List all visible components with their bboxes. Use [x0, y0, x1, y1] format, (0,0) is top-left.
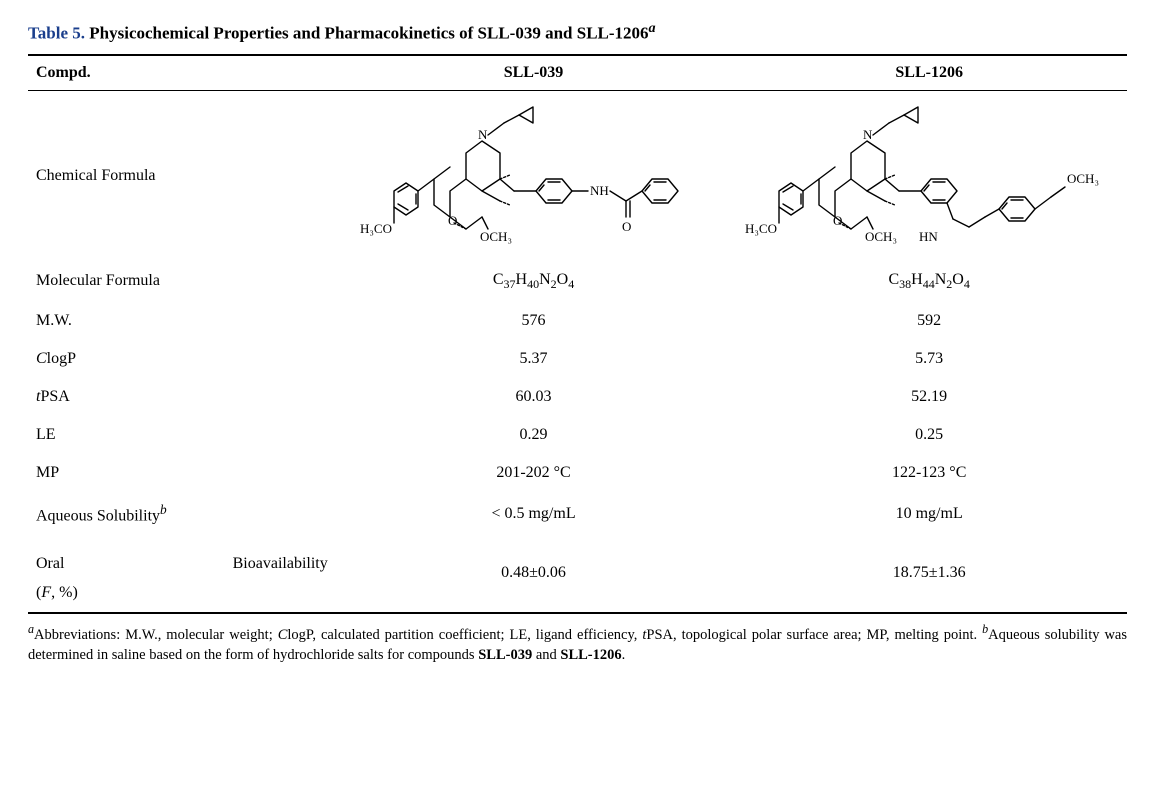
svg-text:O: O	[833, 213, 842, 228]
svg-text:N: N	[478, 127, 488, 142]
row-tpsa: tPSA 60.03 52.19	[28, 378, 1127, 416]
table-title-text: Physicochemical Properties and Pharmacok…	[85, 24, 649, 43]
table-footnote: aAbbreviations: M.W., molecular weight; …	[28, 622, 1127, 666]
row-chemical-formula: Chemical Formula N	[28, 90, 1127, 261]
svg-text:HN: HN	[919, 229, 938, 244]
label-le: LE	[28, 416, 336, 454]
val-oral-sll039: 0.48±0.06	[336, 535, 732, 612]
label-oral: Oral Bioavailability (F, %)	[28, 535, 336, 612]
val-clogp-sll039: 5.37	[336, 340, 732, 378]
properties-table: Compd. SLL-039 SLL-1206 Chemical Formula…	[28, 54, 1127, 614]
val-le-sll039: 0.29	[336, 416, 732, 454]
label-mw: M.W.	[28, 302, 336, 340]
label-chemical-formula: Chemical Formula	[28, 90, 336, 261]
svg-text:NH: NH	[590, 183, 609, 198]
label-molecular-formula: Molecular Formula	[28, 261, 336, 302]
svg-text:OCH₃: OCH₃	[1067, 171, 1099, 186]
val-mp-sll039: 201-202 °C	[336, 454, 732, 492]
chemical-structure-icon: N O	[354, 101, 714, 251]
table-caption: Table 5. Physicochemical Properties and …	[28, 20, 1127, 44]
row-le: LE 0.29 0.25	[28, 416, 1127, 454]
row-aqsol: Aqueous Solubilityb < 0.5 mg/mL 10 mg/mL	[28, 492, 1127, 535]
label-mp: MP	[28, 454, 336, 492]
label-oral-left: Oral	[36, 545, 64, 583]
table-number: Table 5.	[28, 24, 85, 43]
row-molecular-formula: Molecular Formula C37H40N2O4 C38H44N2O4	[28, 261, 1127, 302]
svg-text:H₃CO: H₃CO	[745, 221, 777, 236]
label-aqsol: Aqueous Solubilityb	[28, 492, 336, 535]
struct-sll1206: N O H₃C	[731, 90, 1127, 261]
val-mp-sll1206: 122-123 °C	[731, 454, 1127, 492]
svg-text:N: N	[863, 127, 873, 142]
svg-text:OCH₃: OCH₃	[480, 229, 512, 244]
table-header-row: Compd. SLL-039 SLL-1206	[28, 55, 1127, 91]
val-mw-sll1206: 592	[731, 302, 1127, 340]
col-compound: Compd.	[28, 55, 336, 91]
val-clogp-sll1206: 5.73	[731, 340, 1127, 378]
svg-text:H₃CO: H₃CO	[360, 221, 392, 236]
label-clogp: ClogP	[28, 340, 336, 378]
col-sll039: SLL-039	[336, 55, 732, 91]
val-le-sll1206: 0.25	[731, 416, 1127, 454]
row-oral: Oral Bioavailability (F, %) 0.48±0.06 18…	[28, 535, 1127, 612]
row-clogp: ClogP 5.37 5.73	[28, 340, 1127, 378]
val-molformula-sll039: C37H40N2O4	[336, 261, 732, 302]
val-tpsa-sll1206: 52.19	[731, 378, 1127, 416]
chemical-structure-icon: N O H₃C	[739, 101, 1119, 251]
val-tpsa-sll039: 60.03	[336, 378, 732, 416]
svg-text:OCH₃: OCH₃	[865, 229, 897, 244]
label-tpsa: tPSA	[28, 378, 336, 416]
val-mw-sll039: 576	[336, 302, 732, 340]
footnote-a: aAbbreviations: M.W., molecular weight; …	[28, 627, 982, 643]
table-title-superscript: a	[649, 20, 656, 36]
val-aqsol-sll039: < 0.5 mg/mL	[336, 492, 732, 535]
row-mp: MP 201-202 °C 122-123 °C	[28, 454, 1127, 492]
svg-text:O: O	[622, 219, 631, 234]
label-oral-right: Bioavailability	[233, 545, 328, 583]
val-molformula-sll1206: C38H44N2O4	[731, 261, 1127, 302]
col-sll1206: SLL-1206	[731, 55, 1127, 91]
label-oral-below: (F, %)	[36, 584, 328, 602]
val-aqsol-sll1206: 10 mg/mL	[731, 492, 1127, 535]
row-mw: M.W. 576 592	[28, 302, 1127, 340]
struct-sll039: N O	[336, 90, 732, 261]
val-oral-sll1206: 18.75±1.36	[731, 535, 1127, 612]
svg-text:O: O	[448, 213, 457, 228]
